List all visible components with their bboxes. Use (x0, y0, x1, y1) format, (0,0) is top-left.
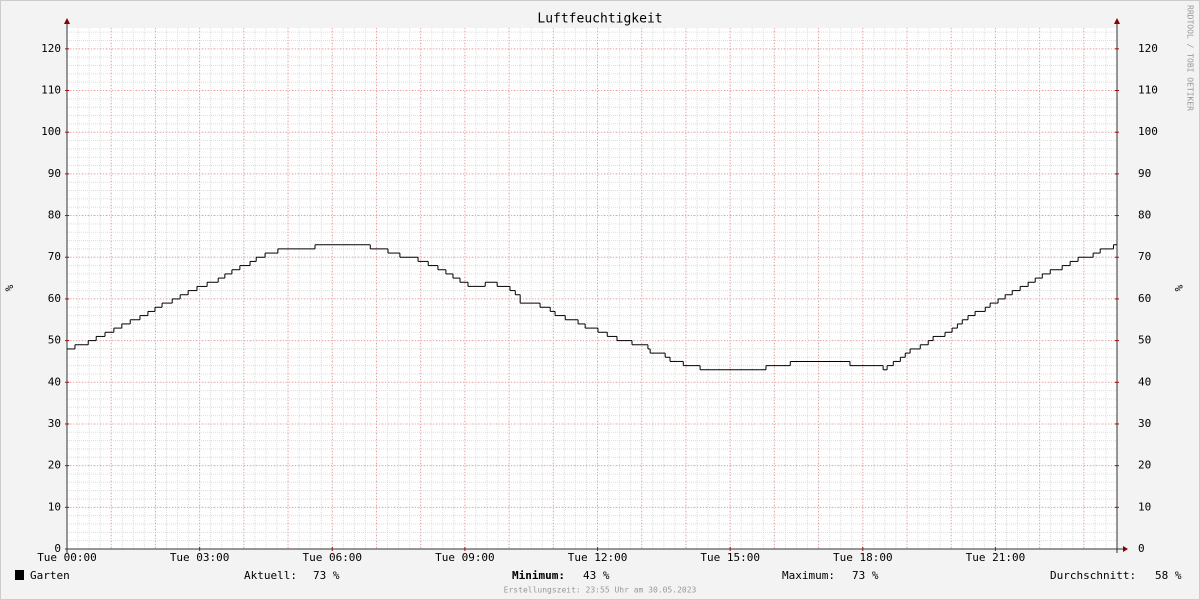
y-tick-label: 110 (41, 84, 61, 97)
grid (66, 28, 1118, 550)
x-tick-label: Tue 03:00 (170, 551, 230, 564)
axis-arrow (1114, 18, 1120, 24)
y2-tick-label: 0 (1138, 542, 1145, 555)
x-tick-label: Tue 18:00 (833, 551, 893, 564)
x-tick-label: Tue 21:00 (966, 551, 1026, 564)
y-tick-label: 100 (41, 125, 61, 138)
chart-title: Luftfeuchtigkeit (537, 12, 662, 27)
y-tick-label: 30 (48, 417, 61, 430)
y2-tick-label: 70 (1138, 250, 1151, 263)
y2-tick-label: 50 (1138, 334, 1151, 347)
legend-stat-name: Durchschnitt: (1050, 569, 1136, 582)
plot-area (67, 28, 1117, 549)
x-tick-label: Tue 12:00 (568, 551, 628, 564)
y2-tick-label: 10 (1138, 500, 1151, 513)
legend-stat-value: 58 % (1155, 569, 1182, 582)
watermark: RRDTOOL / TOBI OETIKER (1186, 5, 1195, 111)
y-tick-label: 50 (48, 334, 61, 347)
y-tick-label: 10 (48, 500, 61, 513)
axis-arrow (1123, 546, 1128, 552)
y-tick-label: 40 (48, 375, 61, 388)
legend-stat-name: Aktuell: (244, 569, 297, 582)
x-tick-label: Tue 15:00 (700, 551, 760, 564)
legend-swatch (15, 570, 24, 580)
y2-tick-label: 80 (1138, 209, 1151, 222)
step-riser (74, 244, 1114, 370)
y2-tick-label: 40 (1138, 375, 1151, 388)
y-tick-label: 0 (54, 542, 61, 555)
y-tick-label: 70 (48, 250, 61, 263)
x-tick-label: Tue 00:00 (37, 551, 97, 564)
y2-tick-label: 110 (1138, 84, 1158, 97)
footer: Erstellungszeit: 23:55 Uhr am 30.05.2023 (504, 586, 697, 595)
y-axis-label: % (3, 284, 16, 291)
legend-stat-name: Maximum: (782, 569, 835, 582)
y2-tick-label: 120 (1138, 42, 1158, 55)
y2-tick-label: 100 (1138, 125, 1158, 138)
legend-label: Garten (30, 569, 70, 582)
legend-stat-value: 43 % (583, 569, 610, 582)
y-tick-label: 20 (48, 459, 61, 472)
y-tick-label: 60 (48, 292, 61, 305)
legend-stat-value: 73 % (313, 569, 340, 582)
y-tick-label: 90 (48, 167, 61, 180)
legend-stat-value: 73 % (852, 569, 879, 582)
x-tick-label: Tue 06:00 (302, 551, 362, 564)
x-tick-label: Tue 09:00 (435, 551, 495, 564)
y2-axis-label: % (1172, 285, 1185, 292)
y2-tick-label: 60 (1138, 292, 1151, 305)
axis-arrow (64, 18, 70, 24)
y2-tick-label: 20 (1138, 459, 1151, 472)
axes (64, 18, 1128, 553)
legend-stat-name: Minimum: (512, 569, 565, 582)
y-tick-label: 80 (48, 209, 61, 222)
y2-tick-label: 30 (1138, 417, 1151, 430)
y2-tick-label: 90 (1138, 167, 1151, 180)
y-tick-label: 120 (41, 42, 61, 55)
